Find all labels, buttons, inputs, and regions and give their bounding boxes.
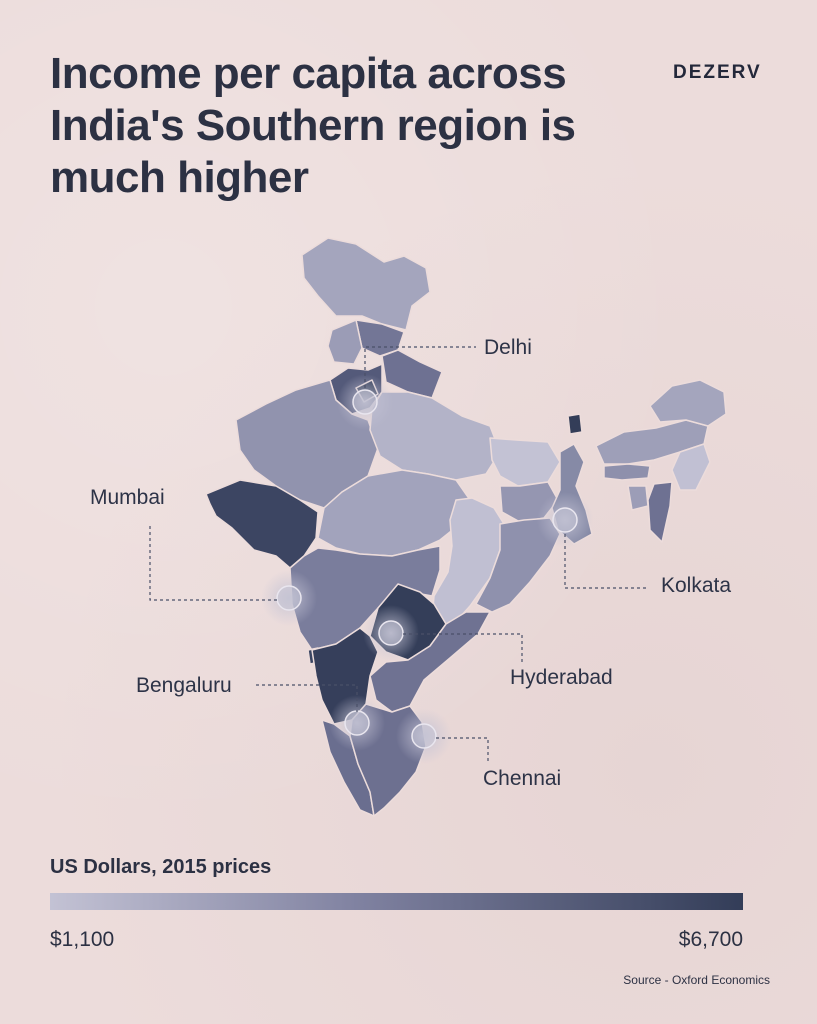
region-punjab	[327, 319, 363, 365]
city-label-bengaluru: Bengaluru	[136, 674, 232, 697]
leader-kolkata	[564, 534, 646, 589]
source-note: Source - Oxford Economics	[623, 973, 770, 987]
marker-chennai	[396, 708, 452, 764]
city-label-hyderabad: Hyderabad	[510, 666, 613, 689]
city-label-mumbai: Mumbai	[90, 486, 165, 509]
marker-kolkata	[537, 492, 593, 548]
leader-mumbai	[149, 526, 277, 601]
region-uttarakhand	[381, 349, 443, 399]
title-line-1: Income per capita across	[50, 49, 567, 98]
region-sikkim	[567, 413, 583, 435]
marker-delhi	[337, 374, 393, 430]
region-bihar	[489, 437, 561, 487]
marker-hyderabad	[363, 605, 419, 661]
leader-delhi	[364, 346, 476, 388]
region-tripura	[627, 485, 649, 511]
brand-logo: DEZERV	[673, 62, 762, 83]
legend-max-label: $6,700	[678, 928, 743, 951]
city-label-delhi: Delhi	[484, 336, 532, 359]
leader-lines	[149, 346, 646, 764]
region-jammu-kashmir	[301, 237, 431, 331]
marker-bengaluru	[329, 695, 385, 751]
region-mizoram	[647, 481, 673, 543]
region-maharashtra	[289, 545, 441, 651]
region-arunachal	[649, 379, 727, 427]
region-meghalaya	[603, 463, 651, 481]
marker-mumbai	[261, 570, 317, 626]
legend-min-label: $1,100	[50, 928, 115, 951]
legend-title: US Dollars, 2015 prices	[50, 856, 272, 878]
region-nagaland-manipur	[671, 443, 711, 491]
city-label-chennai: Chennai	[483, 767, 562, 790]
legend-color-scale	[50, 893, 743, 910]
city-label-kolkata: Kolkata	[661, 574, 732, 597]
title-line-2: India's Southern region is	[50, 101, 576, 150]
region-uttar-pradesh	[369, 391, 501, 481]
title-line-3: much higher	[50, 153, 309, 202]
page-title: Income per capita across India's Souther…	[50, 48, 650, 204]
city-markers	[261, 374, 593, 764]
